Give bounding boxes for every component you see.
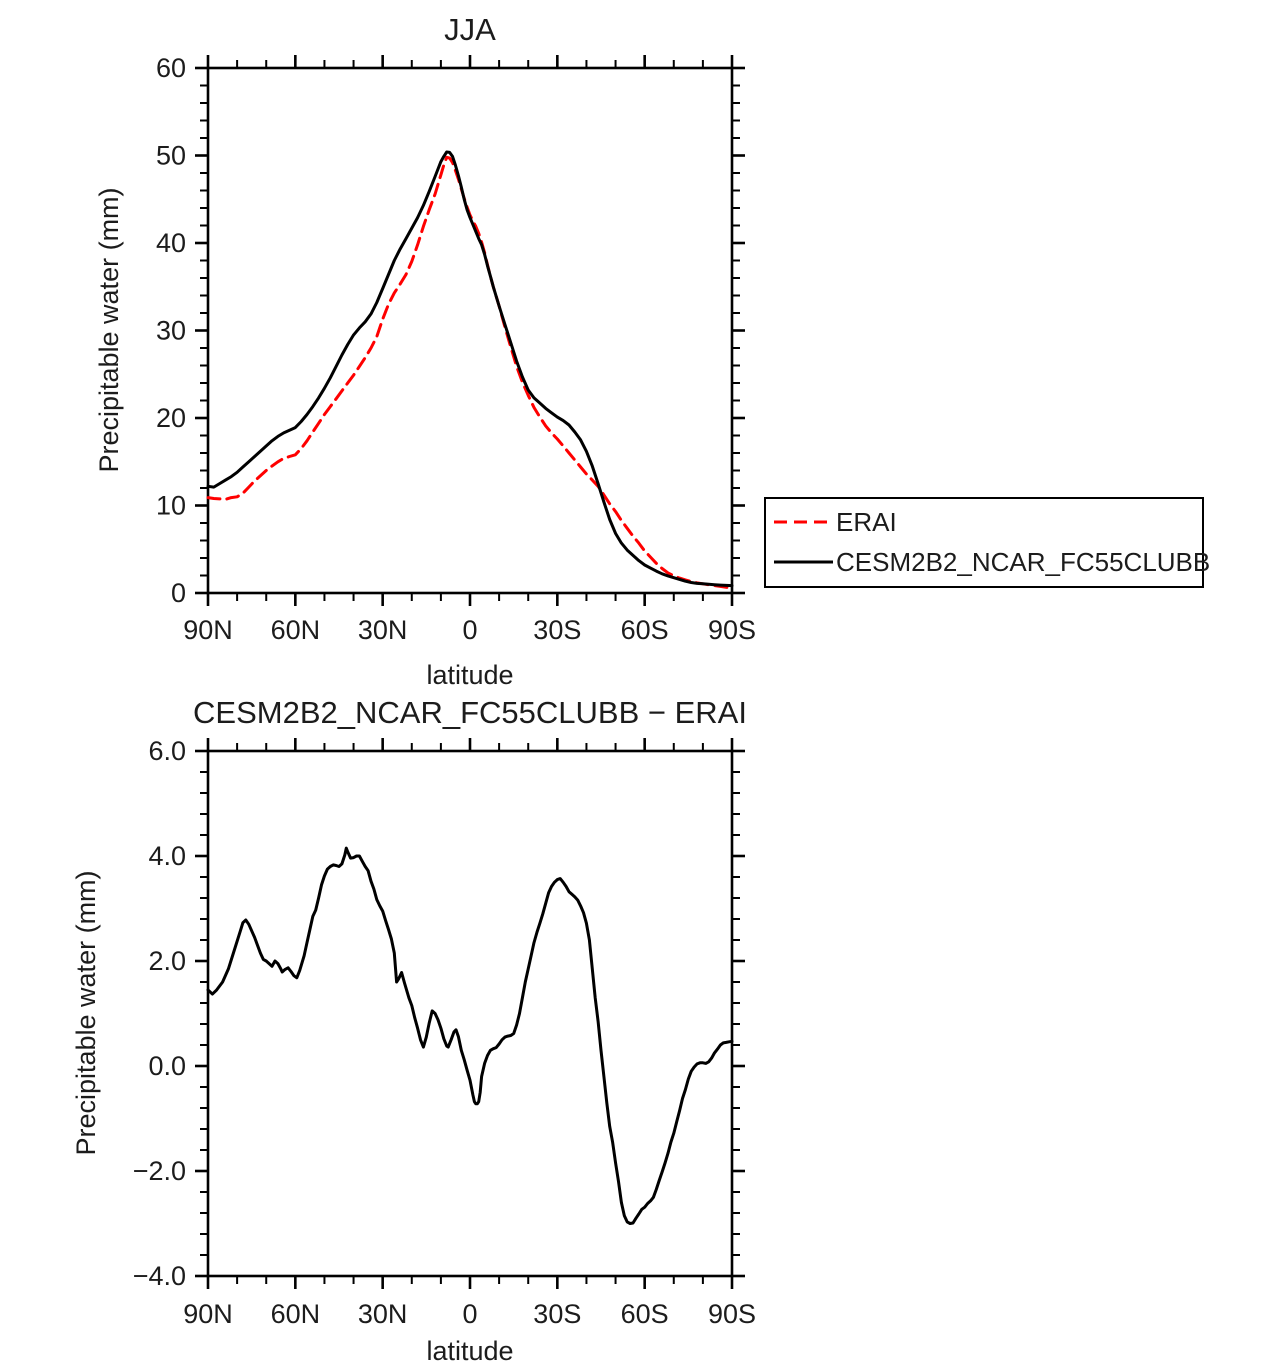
cesm2b2-ncar-fc55clubb-erai-curve <box>206 846 734 1225</box>
plot-frame <box>206 66 734 595</box>
x-tick-label: 0 <box>462 615 477 645</box>
x-tick-label: 30N <box>358 615 408 645</box>
jja-y-axis-title: Precipitable water (mm) <box>94 187 124 472</box>
x-tick-label: 90S <box>708 615 756 645</box>
x-tick-label: 30N <box>358 1299 408 1329</box>
x-tick-label: 60N <box>271 615 321 645</box>
jja-chart: JJA Precipitable water (mm) latitude 90N… <box>94 12 756 690</box>
jja-x-axis-title: latitude <box>426 660 513 690</box>
difference-plot-area: 90N 60N 30N 0 30S 60S 90S −4.0 −2.0 0.0 2.0 4.0 6.0 <box>133 736 756 1329</box>
model-legend-label: CESM2B2_NCAR_FC55CLUBB <box>836 547 1210 577</box>
difference-x-axis-title: latitude <box>426 1336 513 1365</box>
x-tick-label: 30S <box>533 615 581 645</box>
y-tick-label: 0.0 <box>148 1051 186 1081</box>
legend: ERAI CESM2B2_NCAR_FC55CLUBB <box>764 497 1210 588</box>
x-tick-label: 60S <box>621 615 669 645</box>
y-tick-label: 6.0 <box>148 736 186 766</box>
y-tick-label: 0 <box>171 578 186 608</box>
x-tick-label: 90S <box>708 1299 756 1329</box>
jja-plot-area: 90N 60N 30N 0 30S 60S 90S 0 10 20 30 40 50 60 <box>156 53 756 645</box>
legend-box <box>764 497 1204 588</box>
x-tick-label: 60N <box>271 1299 321 1329</box>
x-tick-label: 60S <box>621 1299 669 1329</box>
erai-legend-label: ERAI <box>836 507 897 537</box>
jja-chart-title: JJA <box>444 12 496 47</box>
y-tick-label: 10 <box>156 491 186 521</box>
y-tick-label: 20 <box>156 403 186 433</box>
difference-chart: CESM2B2_NCAR_FC55CLUBB − ERAI Precipitab… <box>71 695 756 1365</box>
y-tick-label: 30 <box>156 316 186 346</box>
difference-chart-title: CESM2B2_NCAR_FC55CLUBB − ERAI <box>193 695 747 730</box>
difference-y-axis-title: Precipitable water (mm) <box>71 870 101 1155</box>
y-tick-label: 40 <box>156 228 186 258</box>
y-tick-label: −2.0 <box>133 1156 186 1186</box>
x-tick-label: 0 <box>462 1299 477 1329</box>
x-tick-label: 30S <box>533 1299 581 1329</box>
y-tick-label: 60 <box>156 53 186 83</box>
x-tick-label: 90N <box>183 615 233 645</box>
y-tick-label: 50 <box>156 141 186 171</box>
x-tick-label: 90N <box>183 1299 233 1329</box>
cesm2b2-ncar-fc55clubb-curve <box>206 150 734 588</box>
erai-curve <box>206 155 734 590</box>
y-tick-label: 4.0 <box>148 841 186 871</box>
y-tick-label: −4.0 <box>133 1261 186 1291</box>
y-tick-label: 2.0 <box>148 946 186 976</box>
